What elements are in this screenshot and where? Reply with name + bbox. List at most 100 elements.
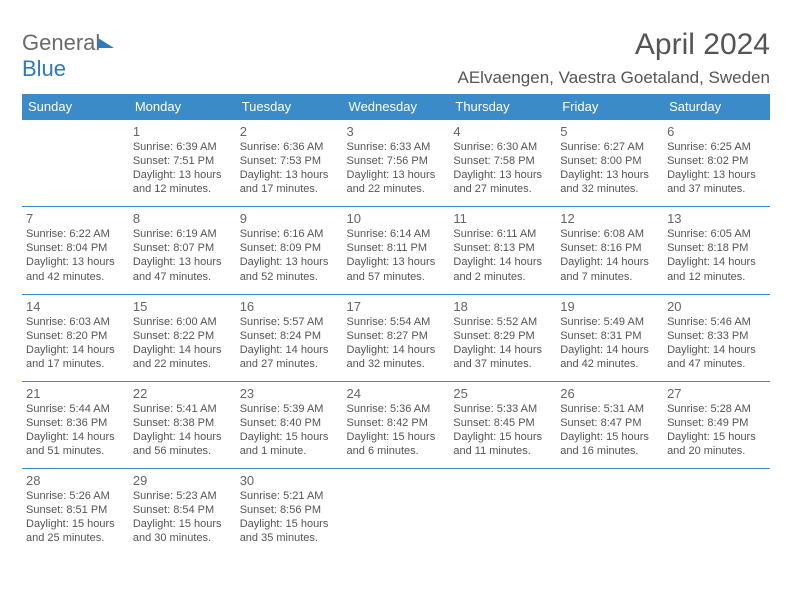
calendar-cell: 1Sunrise: 6:39 AMSunset: 7:51 PMDaylight…: [129, 120, 236, 207]
day-number: 21: [26, 386, 123, 401]
day-info: Sunrise: 5:54 AMSunset: 8:27 PMDaylight:…: [347, 315, 444, 371]
day-header: Wednesday: [343, 94, 450, 120]
day-number: 18: [453, 299, 550, 314]
day-info: Sunrise: 5:39 AMSunset: 8:40 PMDaylight:…: [240, 402, 337, 458]
calendar-cell: 9Sunrise: 6:16 AMSunset: 8:09 PMDaylight…: [236, 207, 343, 294]
day-info: Sunrise: 5:36 AMSunset: 8:42 PMDaylight:…: [347, 402, 444, 458]
day-number: 30: [240, 473, 337, 488]
day-info: Sunrise: 6:05 AMSunset: 8:18 PMDaylight:…: [667, 227, 764, 283]
day-info: Sunrise: 5:26 AMSunset: 8:51 PMDaylight:…: [26, 489, 123, 545]
day-number: 28: [26, 473, 123, 488]
day-number: 27: [667, 386, 764, 401]
day-info: Sunrise: 5:41 AMSunset: 8:38 PMDaylight:…: [133, 402, 230, 458]
calendar-cell: 12Sunrise: 6:08 AMSunset: 8:16 PMDayligh…: [556, 207, 663, 294]
day-info: Sunrise: 5:57 AMSunset: 8:24 PMDaylight:…: [240, 315, 337, 371]
day-number: 5: [560, 124, 657, 139]
day-header: Sunday: [22, 94, 129, 120]
day-number: 11: [453, 211, 550, 226]
day-info: Sunrise: 6:25 AMSunset: 8:02 PMDaylight:…: [667, 140, 764, 196]
day-number: 29: [133, 473, 230, 488]
calendar-cell: 3Sunrise: 6:33 AMSunset: 7:56 PMDaylight…: [343, 120, 450, 207]
day-number: 2: [240, 124, 337, 139]
day-info: Sunrise: 6:39 AMSunset: 7:51 PMDaylight:…: [133, 140, 230, 196]
day-number: 14: [26, 299, 123, 314]
day-number: 24: [347, 386, 444, 401]
day-info: Sunrise: 6:27 AMSunset: 8:00 PMDaylight:…: [560, 140, 657, 196]
calendar-cell: 4Sunrise: 6:30 AMSunset: 7:58 PMDaylight…: [449, 120, 556, 207]
day-header: Thursday: [449, 94, 556, 120]
calendar-cell: [663, 469, 770, 556]
sail-icon: [98, 38, 114, 48]
day-header: Friday: [556, 94, 663, 120]
calendar-cell: 14Sunrise: 6:03 AMSunset: 8:20 PMDayligh…: [22, 294, 129, 381]
day-number: 4: [453, 124, 550, 139]
brand-part2: Blue: [22, 56, 66, 81]
calendar-cell: 6Sunrise: 6:25 AMSunset: 8:02 PMDaylight…: [663, 120, 770, 207]
brand-part1: General: [22, 30, 100, 55]
day-number: 22: [133, 386, 230, 401]
calendar-cell: [22, 120, 129, 207]
day-number: 20: [667, 299, 764, 314]
calendar-cell: 17Sunrise: 5:54 AMSunset: 8:27 PMDayligh…: [343, 294, 450, 381]
day-number: 23: [240, 386, 337, 401]
day-number: 25: [453, 386, 550, 401]
day-header: Tuesday: [236, 94, 343, 120]
day-number: 7: [26, 211, 123, 226]
calendar-cell: 11Sunrise: 6:11 AMSunset: 8:13 PMDayligh…: [449, 207, 556, 294]
brand-logo: General Blue: [22, 30, 114, 82]
day-info: Sunrise: 6:36 AMSunset: 7:53 PMDaylight:…: [240, 140, 337, 196]
day-number: 10: [347, 211, 444, 226]
calendar-cell: 25Sunrise: 5:33 AMSunset: 8:45 PMDayligh…: [449, 381, 556, 468]
calendar-cell: 10Sunrise: 6:14 AMSunset: 8:11 PMDayligh…: [343, 207, 450, 294]
day-number: 16: [240, 299, 337, 314]
day-info: Sunrise: 5:23 AMSunset: 8:54 PMDaylight:…: [133, 489, 230, 545]
day-number: 17: [347, 299, 444, 314]
day-info: Sunrise: 5:44 AMSunset: 8:36 PMDaylight:…: [26, 402, 123, 458]
calendar-cell: 15Sunrise: 6:00 AMSunset: 8:22 PMDayligh…: [129, 294, 236, 381]
calendar-cell: 19Sunrise: 5:49 AMSunset: 8:31 PMDayligh…: [556, 294, 663, 381]
calendar-cell: 26Sunrise: 5:31 AMSunset: 8:47 PMDayligh…: [556, 381, 663, 468]
calendar-cell: 22Sunrise: 5:41 AMSunset: 8:38 PMDayligh…: [129, 381, 236, 468]
day-info: Sunrise: 5:28 AMSunset: 8:49 PMDaylight:…: [667, 402, 764, 458]
day-info: Sunrise: 6:16 AMSunset: 8:09 PMDaylight:…: [240, 227, 337, 283]
day-number: 1: [133, 124, 230, 139]
calendar-cell: 21Sunrise: 5:44 AMSunset: 8:36 PMDayligh…: [22, 381, 129, 468]
day-info: Sunrise: 6:08 AMSunset: 8:16 PMDaylight:…: [560, 227, 657, 283]
calendar-cell: 29Sunrise: 5:23 AMSunset: 8:54 PMDayligh…: [129, 469, 236, 556]
day-number: 8: [133, 211, 230, 226]
location-subtitle: AElvaengen, Vaestra Goetaland, Sweden: [22, 68, 770, 88]
calendar-cell: 16Sunrise: 5:57 AMSunset: 8:24 PMDayligh…: [236, 294, 343, 381]
day-info: Sunrise: 6:19 AMSunset: 8:07 PMDaylight:…: [133, 227, 230, 283]
day-info: Sunrise: 5:21 AMSunset: 8:56 PMDaylight:…: [240, 489, 337, 545]
day-info: Sunrise: 6:22 AMSunset: 8:04 PMDaylight:…: [26, 227, 123, 283]
day-info: Sunrise: 5:52 AMSunset: 8:29 PMDaylight:…: [453, 315, 550, 371]
day-info: Sunrise: 6:11 AMSunset: 8:13 PMDaylight:…: [453, 227, 550, 283]
day-number: 26: [560, 386, 657, 401]
calendar-cell: 27Sunrise: 5:28 AMSunset: 8:49 PMDayligh…: [663, 381, 770, 468]
day-info: Sunrise: 6:14 AMSunset: 8:11 PMDaylight:…: [347, 227, 444, 283]
calendar-cell: 30Sunrise: 5:21 AMSunset: 8:56 PMDayligh…: [236, 469, 343, 556]
day-info: Sunrise: 5:49 AMSunset: 8:31 PMDaylight:…: [560, 315, 657, 371]
calendar-cell: [343, 469, 450, 556]
calendar-cell: 13Sunrise: 6:05 AMSunset: 8:18 PMDayligh…: [663, 207, 770, 294]
day-number: 3: [347, 124, 444, 139]
day-info: Sunrise: 6:33 AMSunset: 7:56 PMDaylight:…: [347, 140, 444, 196]
page-title: April 2024: [22, 28, 770, 62]
day-info: Sunrise: 6:00 AMSunset: 8:22 PMDaylight:…: [133, 315, 230, 371]
calendar-cell: 8Sunrise: 6:19 AMSunset: 8:07 PMDaylight…: [129, 207, 236, 294]
day-info: Sunrise: 6:03 AMSunset: 8:20 PMDaylight:…: [26, 315, 123, 371]
day-info: Sunrise: 5:33 AMSunset: 8:45 PMDaylight:…: [453, 402, 550, 458]
day-header: Saturday: [663, 94, 770, 120]
calendar-cell: 28Sunrise: 5:26 AMSunset: 8:51 PMDayligh…: [22, 469, 129, 556]
day-number: 19: [560, 299, 657, 314]
day-number: 12: [560, 211, 657, 226]
day-number: 13: [667, 211, 764, 226]
calendar-table: SundayMondayTuesdayWednesdayThursdayFrid…: [22, 94, 770, 556]
calendar-cell: [556, 469, 663, 556]
calendar-cell: 2Sunrise: 6:36 AMSunset: 7:53 PMDaylight…: [236, 120, 343, 207]
day-info: Sunrise: 6:30 AMSunset: 7:58 PMDaylight:…: [453, 140, 550, 196]
calendar-cell: 5Sunrise: 6:27 AMSunset: 8:00 PMDaylight…: [556, 120, 663, 207]
day-number: 15: [133, 299, 230, 314]
day-number: 9: [240, 211, 337, 226]
calendar-cell: [449, 469, 556, 556]
